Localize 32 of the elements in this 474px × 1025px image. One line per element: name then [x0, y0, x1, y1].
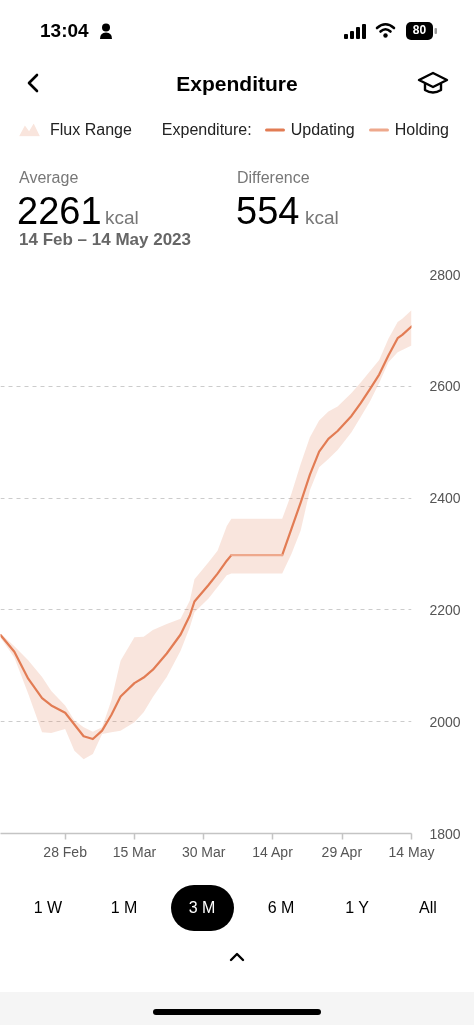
y-tick-label: 2600: [429, 378, 461, 395]
legend-label: Updating: [290, 119, 355, 140]
text: All: [419, 898, 437, 918]
y-tick-label: 2000: [429, 713, 461, 730]
y-tick-label: 2800: [429, 266, 461, 283]
text: 554: [236, 189, 300, 232]
legend-label: Holding: [394, 119, 449, 140]
legend-title: Expenditure:: [161, 119, 252, 140]
y-tick-label: 2400: [429, 490, 461, 507]
text: kcal: [105, 206, 139, 228]
text: 6 M: [267, 898, 295, 918]
text: 1 Y: [345, 898, 369, 918]
x-tick-label: 28 Feb: [43, 843, 88, 860]
text: 1 W: [33, 898, 63, 918]
text: Average: [19, 168, 79, 188]
y-tick-label: 2200: [429, 601, 461, 618]
text: 1 M: [110, 898, 138, 918]
x-tick-label: 14 May: [388, 843, 435, 860]
chart-title: Expenditure: [176, 71, 298, 97]
text: Difference: [237, 168, 310, 188]
text: Flux Range: [50, 119, 132, 140]
chart-subtitle: 14 Feb – 14 May 2023: [19, 230, 192, 250]
x-tick-label: 30 Mar: [181, 843, 226, 860]
x-tick-label: 14 Apr: [252, 843, 294, 860]
text: kcal: [305, 206, 339, 228]
x-tick-label: 29 Apr: [321, 843, 363, 860]
text: 80: [412, 23, 427, 38]
x-tick-label: 15 Mar: [112, 843, 157, 860]
text: 2261: [17, 189, 102, 232]
y-tick-label: 1800: [429, 825, 461, 842]
text: 3 M: [188, 898, 216, 918]
text: 13:04: [40, 20, 89, 42]
